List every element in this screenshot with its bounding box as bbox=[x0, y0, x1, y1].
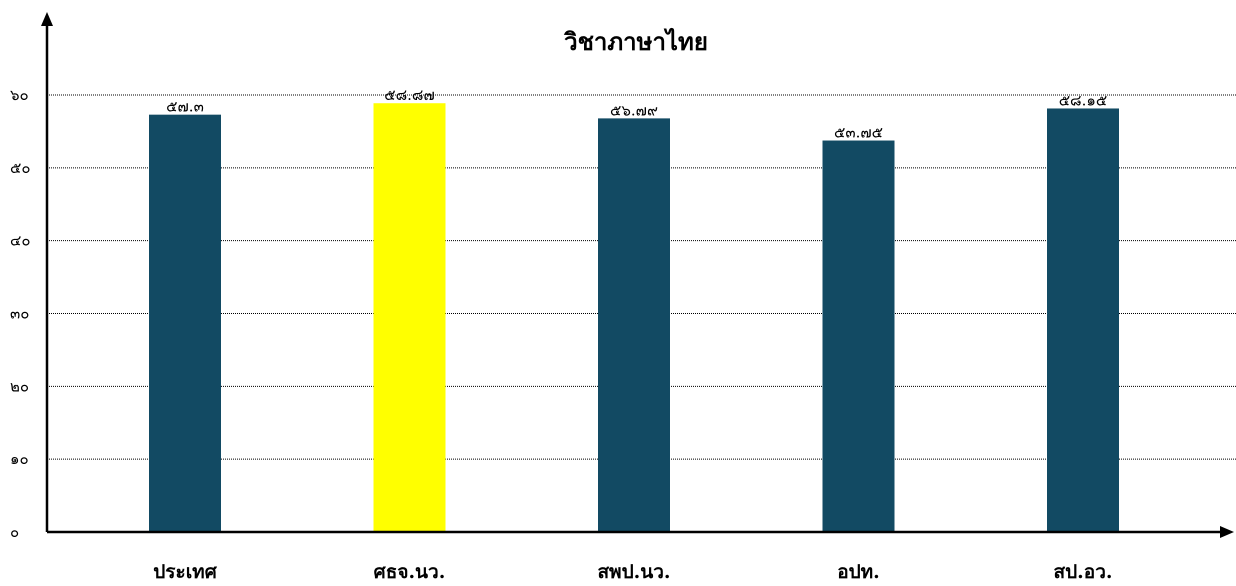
y-tick-label: ๕๐ bbox=[10, 159, 31, 177]
bar bbox=[1047, 108, 1119, 532]
bar-value-label: ๕๓.๗๕ bbox=[834, 124, 883, 142]
y-tick-label: ๖๐ bbox=[10, 86, 29, 104]
y-tick-labels: ๐ ๑๐ ๒๐ ๓๐ ๔๐ ๕๐ ๖๐ bbox=[10, 86, 31, 541]
y-axis-arrow-icon bbox=[41, 12, 53, 26]
bar-value-label: ๕๘.๑๕ bbox=[1059, 91, 1108, 109]
y-tick-label: ๓๐ bbox=[10, 305, 29, 323]
bar-value-label: ๕๖.๗๙ bbox=[610, 101, 658, 119]
category-labels: ประเทศ ศธจ.นว. สพป.นว. อปท. สป.อว. bbox=[153, 561, 1112, 583]
x-category-label: สพป.นว. bbox=[597, 561, 670, 583]
x-category-label: ศธจ.นว. bbox=[374, 561, 446, 583]
chart-title: วิชาภาษาไทย bbox=[564, 27, 708, 56]
y-tick-label: ๔๐ bbox=[10, 232, 31, 250]
bar-value-label: ๕๗.๓ bbox=[166, 98, 204, 116]
x-category-label: สป.อว. bbox=[1054, 561, 1113, 583]
bar bbox=[822, 140, 895, 533]
y-tick-label: ๒๐ bbox=[10, 377, 29, 395]
bar bbox=[149, 114, 221, 532]
y-tick-label: ๑๐ bbox=[10, 450, 29, 468]
bar bbox=[373, 103, 446, 532]
x-category-label: อปท. bbox=[837, 561, 880, 583]
y-tick-label: ๐ bbox=[10, 523, 19, 541]
axes bbox=[41, 12, 1234, 538]
x-axis-arrow-icon bbox=[1220, 526, 1234, 538]
bars bbox=[149, 103, 1119, 533]
bar-value-label: ๕๘.๘๗ bbox=[384, 86, 435, 104]
x-category-label: ประเทศ bbox=[153, 561, 217, 583]
bar bbox=[598, 118, 670, 532]
